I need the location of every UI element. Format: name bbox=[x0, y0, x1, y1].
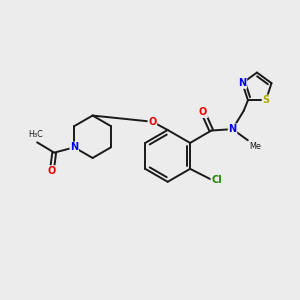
Text: Cl: Cl bbox=[211, 175, 222, 185]
Text: H₃C: H₃C bbox=[28, 130, 43, 140]
Text: N: N bbox=[228, 124, 237, 134]
Text: Me: Me bbox=[249, 142, 261, 151]
Text: O: O bbox=[148, 117, 157, 127]
Text: N: N bbox=[238, 78, 246, 88]
Text: N: N bbox=[70, 142, 78, 152]
Text: O: O bbox=[199, 107, 207, 117]
Text: O: O bbox=[48, 166, 56, 176]
Text: S: S bbox=[262, 95, 269, 105]
